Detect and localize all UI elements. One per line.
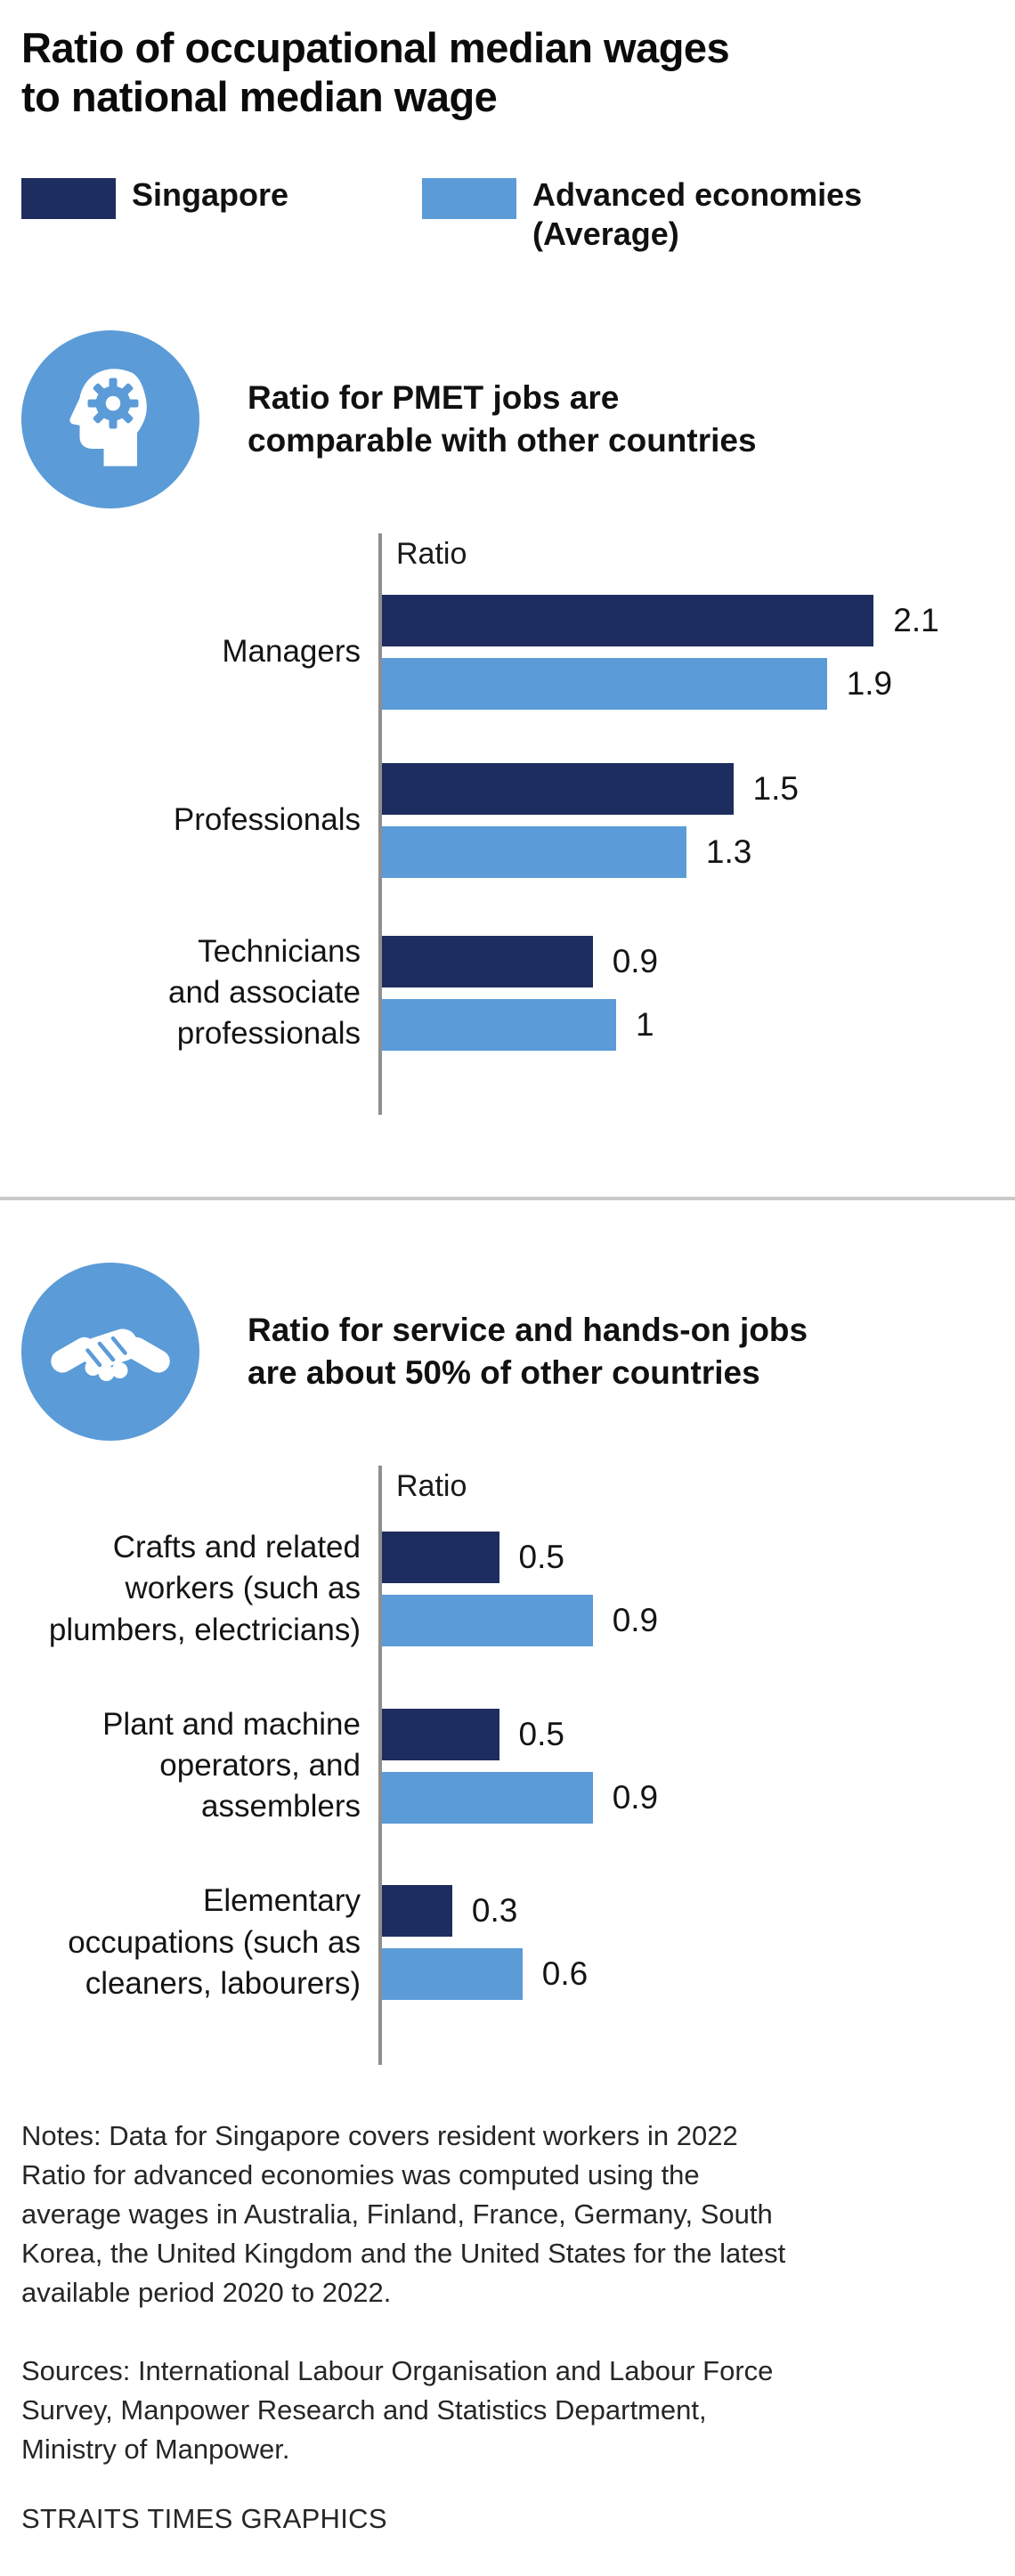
chart-row: Elementary occupations (such as cleaners… xyxy=(21,1881,994,2004)
bar-singapore xyxy=(382,762,734,815)
chart-row: Managers 2.1 1.9 xyxy=(21,594,994,710)
bar-value: 0.5 xyxy=(518,1715,564,1752)
bar-group: 0.5 0.9 xyxy=(378,1532,994,1647)
category-label: Crafts and related workers (such as plum… xyxy=(48,1530,361,1647)
legend: Singapore Advanced economies (Average) xyxy=(21,175,994,254)
bar-value: 0.6 xyxy=(541,1955,589,1993)
bar-advanced xyxy=(382,1771,593,1824)
page-title: Ratio of occupational median wages to na… xyxy=(21,24,730,121)
notes-text: Notes: Data for Singapore covers residen… xyxy=(21,2119,786,2309)
bar-singapore xyxy=(382,935,593,987)
bar-value: 1.9 xyxy=(846,664,893,702)
bar-advanced xyxy=(382,1595,593,1647)
bar-line: 1.5 xyxy=(382,762,994,815)
bar-line: 1.9 xyxy=(382,657,994,710)
bar-group: 0.9 1 xyxy=(378,935,994,1051)
bar-singapore xyxy=(382,1708,499,1760)
sources-text: Sources: International Labour Organisati… xyxy=(21,2355,774,2466)
section-title-service: Ratio for service and hands-on jobs are … xyxy=(248,1312,808,1392)
bar-value: 0.3 xyxy=(471,1892,518,1930)
bar-value: 1.3 xyxy=(705,833,752,870)
legend-label-singapore: Singapore xyxy=(132,175,289,213)
bar-line: 0.9 xyxy=(382,1771,994,1824)
bar-line: 0.9 xyxy=(382,1595,994,1647)
section-head-service: Ratio for service and hands-on jobs are … xyxy=(21,1263,994,1442)
bar-line: 1 xyxy=(382,998,994,1051)
bar-group: 1.5 1.3 xyxy=(378,762,994,878)
bar-line: 1.3 xyxy=(382,825,994,878)
bar-value: 0.5 xyxy=(518,1539,564,1576)
bar-line: 0.9 xyxy=(382,935,994,987)
bar-advanced xyxy=(382,825,686,878)
chart-rows: Crafts and related workers (such as plum… xyxy=(21,1527,994,2004)
head-gear-icon xyxy=(21,329,199,508)
chart-axis-line xyxy=(378,532,382,1116)
section-divider xyxy=(0,1197,1015,1201)
bar-line: 2.1 xyxy=(382,594,994,646)
chart-rows: Managers 2.1 1.9 Professionals 1.5 1.3 Technic… xyxy=(21,594,994,1055)
axis-label: Ratio xyxy=(396,1469,467,1504)
chart-row: Crafts and related workers (such as plum… xyxy=(21,1527,994,1651)
legend-swatch-singapore xyxy=(21,177,116,219)
bar-value: 0.9 xyxy=(612,1778,659,1816)
bar-line: 0.5 xyxy=(382,1708,994,1760)
chart-axis-line xyxy=(378,1466,382,2065)
category-label: Technicians and associate professionals xyxy=(168,933,361,1052)
legend-item-singapore: Singapore xyxy=(21,175,288,219)
bar-line: 0.6 xyxy=(382,1948,994,2001)
bar-value: 0.9 xyxy=(612,1602,659,1639)
bar-advanced xyxy=(382,998,616,1051)
chart-row: Technicians and associate professionals 0… xyxy=(21,931,994,1055)
chart-row: Plant and machine operators, and assembl… xyxy=(21,1704,994,1828)
bar-group: 0.3 0.6 xyxy=(378,1885,994,2001)
handshake-icon xyxy=(21,1263,199,1442)
bottom-section: Ratio for service and hands-on jobs are … xyxy=(0,1263,1015,2576)
category-label: Plant and machine operators, and assembl… xyxy=(102,1706,361,1824)
bar-value: 1.5 xyxy=(752,769,799,807)
chart-pmet: Ratio Managers 2.1 1.9 Professionals 1.5 1.3 T… xyxy=(21,532,994,1116)
bar-value: 0.9 xyxy=(612,942,659,979)
bar-group: 0.5 0.9 xyxy=(378,1708,994,1824)
bar-value: 1 xyxy=(636,1005,654,1043)
bar-singapore xyxy=(382,1885,452,1938)
top-section: Ratio of occupational median wages to na… xyxy=(0,0,1015,1116)
category-label: Elementary occupations (such as cleaners… xyxy=(68,1883,361,2001)
category-label: Professionals xyxy=(173,802,361,838)
axis-label: Ratio xyxy=(396,536,467,571)
chart-row: Professionals 1.5 1.3 xyxy=(21,762,994,878)
section-head-pmet: Ratio for PMET jobs are comparable with … xyxy=(21,329,994,508)
bar-advanced xyxy=(382,657,827,710)
bar-advanced xyxy=(382,1948,523,2001)
bar-value: 2.1 xyxy=(893,601,939,638)
section-title-pmet: Ratio for PMET jobs are comparable with … xyxy=(248,378,757,459)
legend-label-advanced: Advanced economies (Average) xyxy=(532,175,863,252)
credit-text: STRAITS TIMES GRAPHICS xyxy=(21,2503,387,2535)
chart-service: Ratio Crafts and related workers (such a… xyxy=(21,1466,994,2065)
legend-swatch-advanced xyxy=(422,177,517,219)
legend-item-advanced: Advanced economies (Average) xyxy=(422,175,862,254)
bar-singapore xyxy=(382,594,874,646)
bar-line: 0.3 xyxy=(382,1885,994,1938)
bar-singapore xyxy=(382,1532,499,1584)
bar-group: 2.1 1.9 xyxy=(378,594,994,710)
category-label: Managers xyxy=(222,634,361,670)
bar-line: 0.5 xyxy=(382,1532,994,1584)
